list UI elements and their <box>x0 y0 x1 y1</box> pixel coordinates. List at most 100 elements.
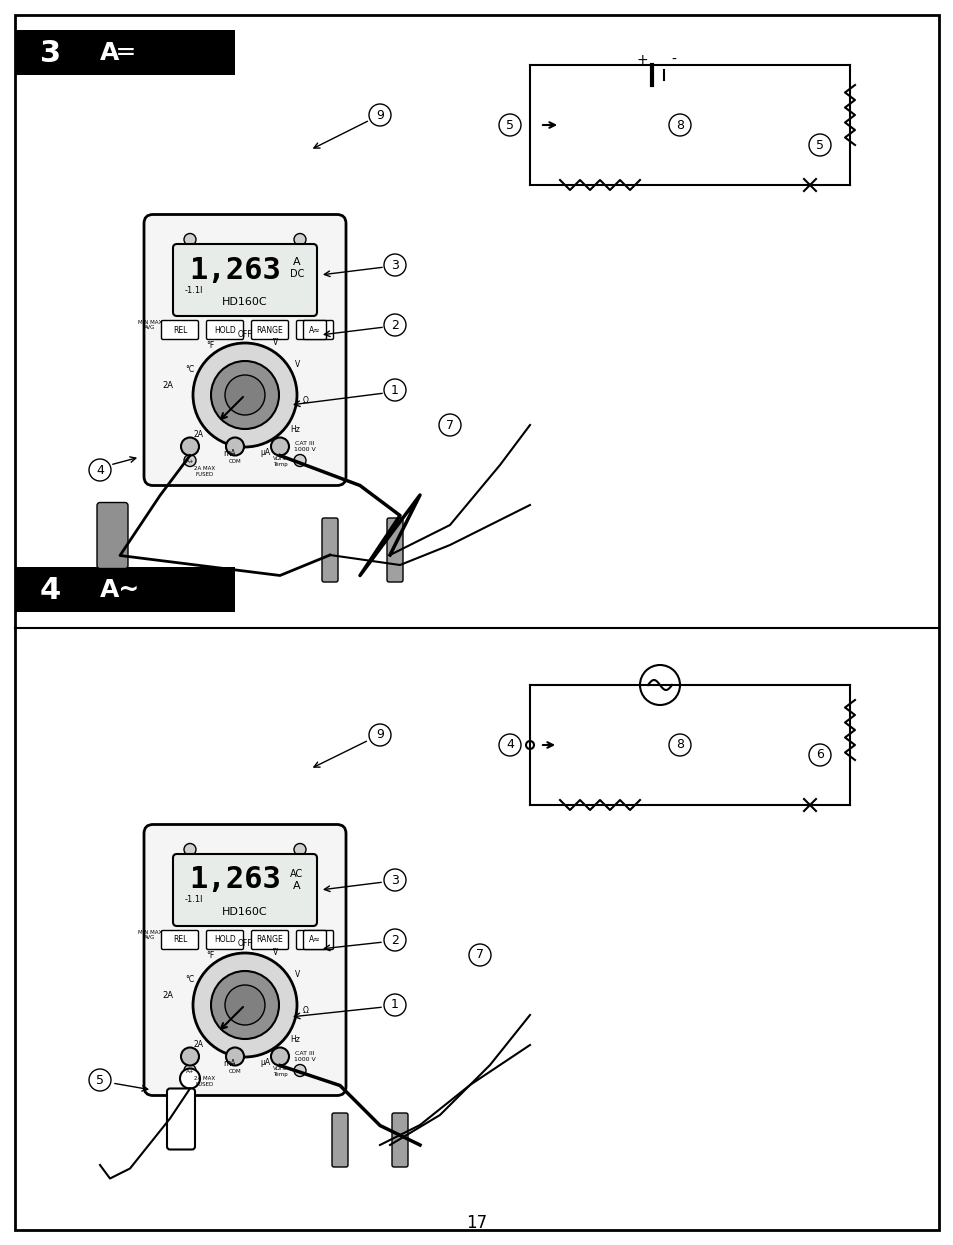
FancyBboxPatch shape <box>206 930 243 950</box>
FancyBboxPatch shape <box>161 930 198 950</box>
Text: 2: 2 <box>391 934 398 946</box>
Text: OFF: OFF <box>237 330 252 339</box>
FancyBboxPatch shape <box>144 824 346 1096</box>
Text: 5: 5 <box>505 118 514 132</box>
Text: 3: 3 <box>391 874 398 886</box>
Text: 3: 3 <box>40 39 61 67</box>
Circle shape <box>808 745 830 766</box>
Text: -1.1l: -1.1l <box>185 895 203 905</box>
FancyBboxPatch shape <box>387 518 402 581</box>
Circle shape <box>184 844 195 855</box>
Text: CAT III
1000 V: CAT III 1000 V <box>294 1051 315 1062</box>
Circle shape <box>225 985 265 1025</box>
FancyBboxPatch shape <box>252 320 288 340</box>
Text: A: A <box>293 256 300 266</box>
Text: 5: 5 <box>96 1073 104 1087</box>
Text: -1.1l: -1.1l <box>185 285 203 295</box>
Bar <box>15 30 234 75</box>
Text: 2A: 2A <box>193 1040 203 1048</box>
Text: OFF: OFF <box>237 940 252 949</box>
FancyBboxPatch shape <box>167 1088 194 1149</box>
Text: mA: mA <box>223 1059 235 1068</box>
Text: +: + <box>636 54 647 67</box>
Text: A: A <box>293 881 300 891</box>
Text: AC: AC <box>290 869 303 879</box>
Text: °F: °F <box>206 341 213 350</box>
Circle shape <box>193 952 296 1057</box>
Circle shape <box>211 971 278 1040</box>
Circle shape <box>89 459 111 481</box>
Text: 7: 7 <box>476 949 483 961</box>
Text: CAT III
1000 V: CAT III 1000 V <box>294 441 315 452</box>
Circle shape <box>294 234 306 245</box>
FancyBboxPatch shape <box>296 930 334 950</box>
Circle shape <box>226 1047 244 1066</box>
Text: VΩHz
Temp: VΩHz Temp <box>273 456 287 467</box>
FancyBboxPatch shape <box>144 214 346 486</box>
FancyBboxPatch shape <box>206 320 243 340</box>
Text: 8: 8 <box>676 118 683 132</box>
Text: REL: REL <box>172 325 187 335</box>
Circle shape <box>271 1047 289 1066</box>
Text: °F: °F <box>206 950 213 960</box>
Text: A≈: A≈ <box>309 935 320 945</box>
Circle shape <box>89 1069 111 1091</box>
Circle shape <box>225 375 265 415</box>
Text: V̄: V̄ <box>273 337 278 346</box>
Text: 5: 5 <box>815 138 823 152</box>
Text: HD160C: HD160C <box>222 908 268 918</box>
Text: Hz: Hz <box>290 1036 299 1045</box>
Circle shape <box>211 361 278 430</box>
FancyBboxPatch shape <box>172 854 316 926</box>
Text: 8: 8 <box>676 738 683 752</box>
Circle shape <box>525 741 534 749</box>
Circle shape <box>294 1064 306 1077</box>
Text: 9: 9 <box>375 728 383 742</box>
Circle shape <box>384 994 406 1016</box>
Text: REL: REL <box>172 935 187 945</box>
Text: A~: A~ <box>100 578 140 603</box>
Circle shape <box>668 115 690 136</box>
FancyBboxPatch shape <box>172 244 316 316</box>
Text: 2: 2 <box>391 319 398 331</box>
Text: Hz: Hz <box>290 426 299 435</box>
FancyBboxPatch shape <box>322 518 337 581</box>
Circle shape <box>498 735 520 756</box>
Text: 2A MAX
FUSED: 2A MAX FUSED <box>194 1076 215 1087</box>
FancyBboxPatch shape <box>303 320 326 340</box>
Text: Ω: Ω <box>302 1006 309 1015</box>
Text: HOLD: HOLD <box>213 935 235 945</box>
Text: HD160C: HD160C <box>222 298 268 308</box>
Text: 9: 9 <box>375 108 383 122</box>
Circle shape <box>469 944 491 966</box>
Text: A═: A═ <box>100 41 134 65</box>
Text: RANGE: RANGE <box>256 935 283 945</box>
Circle shape <box>384 254 406 276</box>
Circle shape <box>294 844 306 855</box>
Text: °C: °C <box>185 365 194 374</box>
Text: HOLD: HOLD <box>213 325 235 335</box>
Circle shape <box>808 134 830 156</box>
Text: 1: 1 <box>391 998 398 1011</box>
Text: 2A: 2A <box>162 381 173 390</box>
Text: 2A: 2A <box>193 430 203 438</box>
Text: μA: μA <box>260 1058 271 1067</box>
Text: mA: mA <box>223 449 235 458</box>
Circle shape <box>639 665 679 705</box>
FancyBboxPatch shape <box>161 320 198 340</box>
Text: 2A MAX
FUSED: 2A MAX FUSED <box>194 466 215 477</box>
Text: 1,263: 1,263 <box>189 255 280 285</box>
Circle shape <box>498 115 520 136</box>
Text: °C: °C <box>185 975 194 984</box>
Text: 1,263: 1,263 <box>189 865 280 894</box>
Bar <box>15 566 234 613</box>
Text: 7: 7 <box>446 418 454 432</box>
Circle shape <box>181 437 199 456</box>
Text: 17: 17 <box>466 1214 487 1233</box>
Circle shape <box>384 869 406 891</box>
Circle shape <box>294 454 306 467</box>
Text: Ω: Ω <box>302 396 309 405</box>
Circle shape <box>181 1047 199 1066</box>
Circle shape <box>193 344 296 447</box>
Text: RANGE: RANGE <box>256 325 283 335</box>
